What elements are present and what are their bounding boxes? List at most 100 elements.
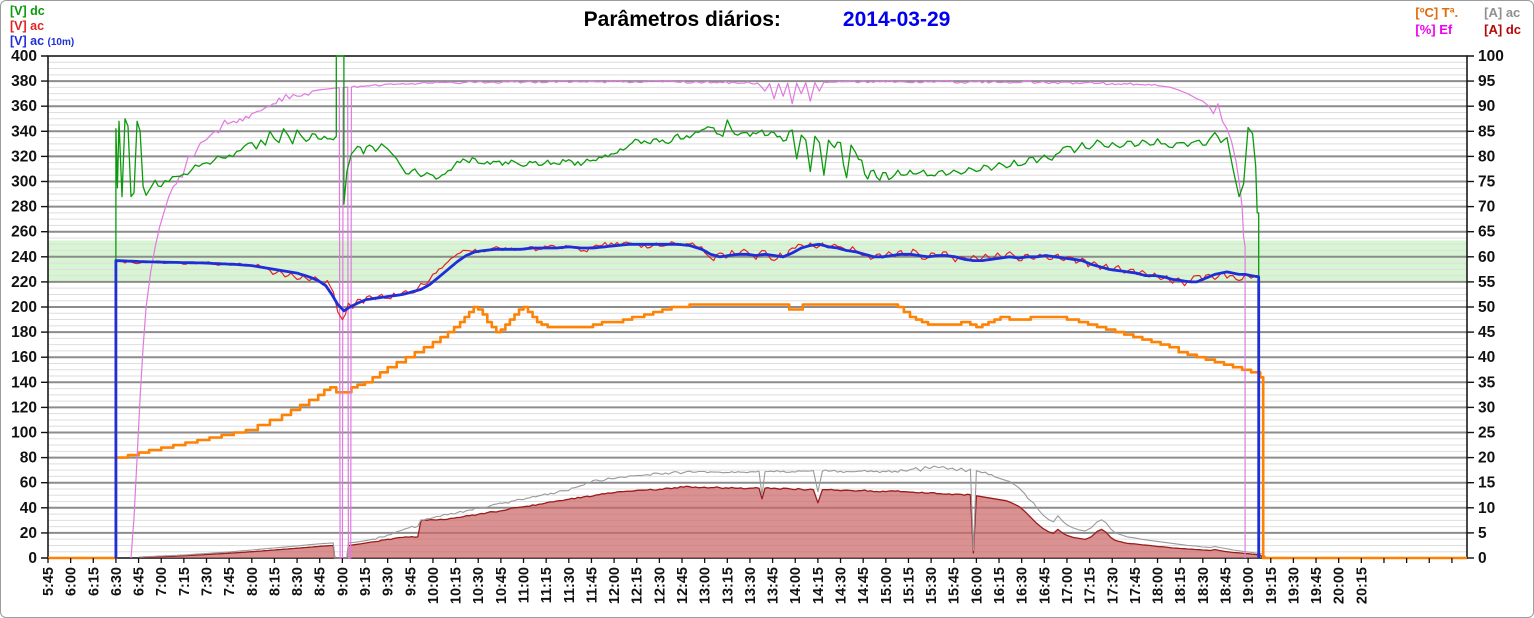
x-tick-label: 19:30	[1286, 567, 1302, 604]
x-tick-label: 13:45	[766, 567, 782, 604]
svg-text:140: 140	[11, 374, 37, 391]
x-tick-label: 17:45	[1128, 567, 1144, 604]
legend-item: [ºC] Tª.	[1415, 5, 1459, 20]
x-tick-label: 8:30	[290, 567, 306, 596]
svg-text:280: 280	[11, 199, 37, 216]
x-tick-label: 10:45	[494, 567, 510, 604]
svg-text:240: 240	[11, 249, 37, 266]
svg-text:30: 30	[1478, 399, 1495, 416]
svg-text:400: 400	[11, 48, 37, 65]
svg-text:70: 70	[1478, 199, 1495, 216]
x-tick-label: 20:00	[1332, 567, 1348, 604]
svg-text:20: 20	[20, 525, 37, 542]
x-tick-label: 8:15	[267, 567, 283, 596]
x-tick-label: 17:30	[1105, 567, 1121, 604]
x-tick-label: 8:00	[245, 567, 261, 596]
x-tick-label: 6:15	[86, 567, 102, 596]
x-tick-label: 12:30	[652, 567, 668, 604]
x-tick-label: 11:45	[584, 567, 600, 603]
svg-text:40: 40	[1478, 349, 1495, 366]
svg-text:180: 180	[11, 324, 37, 341]
svg-text:300: 300	[11, 174, 37, 191]
x-tick-label: 13:00	[698, 567, 714, 604]
x-tick-label: 10:00	[426, 567, 442, 604]
svg-text:35: 35	[1478, 374, 1496, 391]
svg-text:100: 100	[1478, 48, 1504, 65]
x-tick-label: 14:15	[811, 567, 827, 604]
x-tick-label: 6:00	[64, 567, 80, 596]
x-tick-label: 16:15	[992, 567, 1008, 604]
legend-right: [ºC] Tª. [A] ac [%] Ef [A] dc	[1415, 5, 1521, 38]
svg-text:20: 20	[1478, 450, 1495, 467]
x-tick-label: 17:15	[1083, 567, 1099, 604]
svg-text:260: 260	[11, 224, 37, 241]
svg-text:220: 220	[11, 274, 37, 291]
svg-text:0: 0	[28, 550, 37, 567]
x-tick-label: 13:15	[720, 567, 736, 604]
x-tick-label: 15:15	[902, 567, 918, 604]
x-tick-label: 6:45	[132, 567, 148, 596]
chart-title-row: Parâmetros diários: 2014-03-29	[1, 8, 1533, 32]
svg-text:15: 15	[1478, 475, 1496, 492]
svg-text:100: 100	[11, 425, 37, 442]
svg-text:65: 65	[1478, 224, 1496, 241]
x-tick-label: 7:00	[154, 567, 170, 596]
x-tick-label: 12:00	[607, 567, 623, 604]
x-tick-label: 9:45	[403, 567, 419, 596]
x-tick-label: 15:30	[924, 567, 940, 604]
svg-text:360: 360	[11, 98, 37, 115]
svg-text:200: 200	[11, 299, 37, 316]
x-tick-label: 16:45	[1037, 567, 1053, 604]
x-tick-label: 14:00	[788, 567, 804, 604]
legend-left: [V] dc [V] ac [V] ac (10m)	[10, 4, 74, 50]
legend-item: [V] ac (10m)	[10, 34, 75, 48]
legend-item: [%] Ef	[1415, 22, 1453, 37]
svg-text:120: 120	[11, 399, 37, 416]
x-tick-label: 16:30	[1015, 567, 1031, 604]
svg-text:75: 75	[1478, 174, 1496, 191]
x-tick-label: 14:45	[856, 567, 872, 604]
legend-item: [A] ac	[1484, 5, 1521, 20]
svg-text:55: 55	[1478, 274, 1496, 291]
x-tick-label: 15:00	[879, 567, 895, 604]
svg-text:380: 380	[11, 73, 37, 90]
x-tick-label: 5:45	[41, 567, 57, 596]
svg-text:10: 10	[1478, 500, 1495, 517]
svg-text:60: 60	[20, 475, 37, 492]
x-tick-label: 20:15	[1354, 567, 1370, 604]
svg-text:340: 340	[11, 123, 37, 140]
svg-text:40: 40	[20, 500, 37, 517]
svg-text:95: 95	[1478, 73, 1496, 90]
x-tick-label: 9:30	[381, 567, 397, 596]
x-tick-label: 13:30	[743, 567, 759, 604]
svg-text:90: 90	[1478, 98, 1495, 115]
x-tick-label: 7:30	[200, 567, 216, 596]
x-tick-label: 7:45	[222, 567, 238, 596]
x-tick-label: 18:00	[1151, 567, 1167, 604]
x-tick-label: 11:00	[517, 567, 533, 603]
x-tick-label: 19:00	[1241, 567, 1257, 604]
x-tick-label: 12:45	[675, 567, 691, 604]
svg-text:85: 85	[1478, 123, 1496, 140]
x-tick-label: 8:45	[313, 567, 329, 596]
svg-text:160: 160	[11, 349, 37, 366]
x-tick-label: 10:30	[471, 567, 487, 604]
x-tick-label: 12:15	[630, 567, 646, 604]
chart-date: 2014-03-29	[842, 8, 951, 31]
x-tick-label: 11:15	[539, 567, 555, 603]
legend-item: [V] dc	[10, 4, 45, 18]
x-tick-label: 16:00	[969, 567, 985, 604]
chart-title: Parâmetros diários:	[583, 8, 781, 31]
x-tick-label: 10:15	[449, 567, 465, 604]
svg-text:5: 5	[1478, 525, 1487, 542]
x-tick-label: 9:00	[335, 567, 351, 596]
svg-text:80: 80	[1478, 148, 1495, 165]
x-tick-label: 19:15	[1264, 567, 1280, 604]
x-tick-label: 14:30	[834, 567, 850, 604]
x-tick-label: 7:15	[177, 567, 193, 596]
svg-text:45: 45	[1478, 324, 1496, 341]
svg-text:0: 0	[1478, 550, 1487, 567]
x-tick-label: 17:00	[1060, 567, 1076, 604]
